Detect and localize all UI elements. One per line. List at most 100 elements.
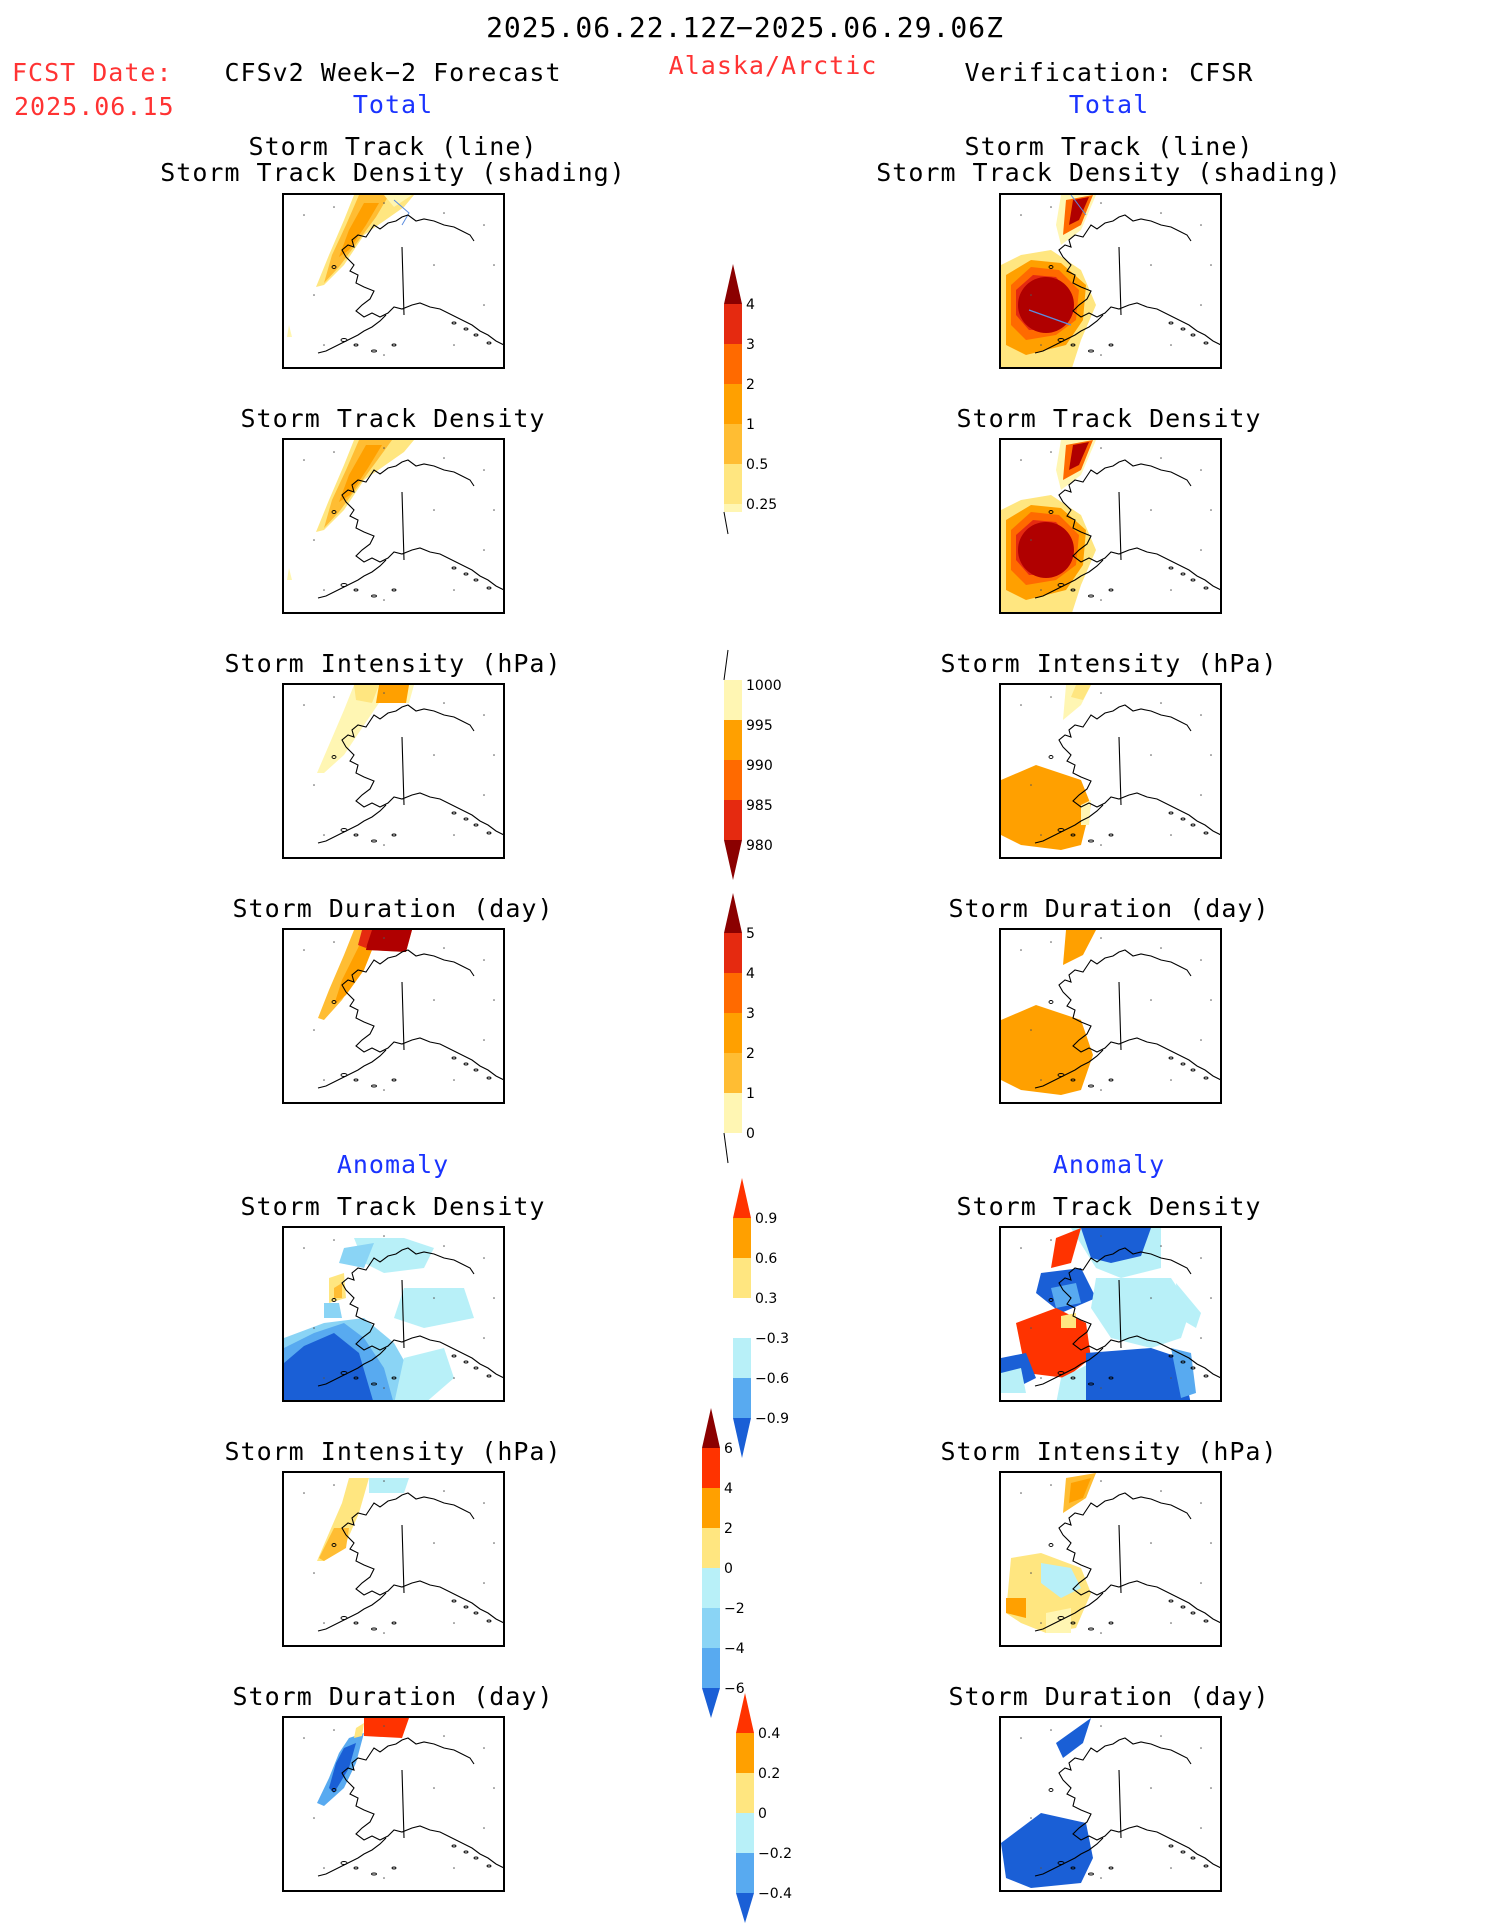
graticule-dot (303, 704, 305, 706)
colorbar-tick-label: 0.3 (755, 1291, 777, 1307)
graticule-dot (1170, 589, 1172, 591)
colorbar-svg: 6 4 2 0 −2 −4 −6 (702, 1408, 745, 1718)
alaska-coastline (303, 447, 503, 601)
graticule-dot (383, 599, 385, 601)
colorbar-tick-label: 2 (746, 1046, 755, 1062)
island-outline (1070, 1621, 1076, 1625)
alaska-coastline (303, 1235, 503, 1389)
graticule-dot (313, 1327, 315, 1329)
graticule-dot (1200, 1337, 1202, 1339)
panel-title-anom-intensity-right: Storm Intensity (hPa) (940, 1437, 1278, 1466)
island-outline (1088, 1382, 1094, 1386)
graticule-dot (303, 459, 305, 461)
graticule-dot (1160, 212, 1162, 214)
graticule-dot (493, 754, 495, 756)
graticule-dot (1100, 447, 1102, 449)
graticule-dot (1150, 754, 1152, 756)
graticule-dot (483, 549, 485, 551)
graticule-dot (1100, 844, 1102, 846)
coastline-path (317, 949, 503, 1089)
island-outline (1108, 1376, 1114, 1380)
graticule-dot (1040, 1867, 1042, 1869)
alaska-coastline (1020, 692, 1220, 846)
island-outline (391, 833, 397, 837)
graticule-dot (1200, 1502, 1202, 1504)
island-outline (473, 1366, 479, 1370)
colorbar-tick-label: 5 (746, 926, 755, 942)
graticule-dot (483, 714, 485, 716)
graticule-dot (443, 1490, 445, 1492)
island-outline (340, 338, 348, 342)
island-outline (1180, 572, 1186, 576)
graticule-dot (1020, 1737, 1022, 1739)
island-outline (1088, 839, 1094, 843)
island-outline (1190, 1068, 1196, 1072)
graticule-dot (1150, 1542, 1152, 1544)
island-outline (451, 1354, 457, 1358)
graticule-dot (433, 509, 435, 511)
colorbar-tick-label: 3 (746, 337, 755, 353)
panel-title-track-line-left: Storm Track (line) (248, 132, 538, 161)
panel-title-density-right: Storm Track Density (956, 404, 1262, 433)
island-outline (1048, 1000, 1054, 1004)
island-outline (331, 1298, 337, 1302)
alaska-coastline (303, 692, 503, 846)
graticule-dot (1100, 599, 1102, 601)
graticule-dot (1020, 459, 1022, 461)
graticule-dot (1170, 1377, 1172, 1379)
graticule-dot (383, 447, 385, 449)
colorbar-duration-anomaly: 0.4 0.2 0 −0.2 −0.4 (736, 1693, 826, 1927)
graticule-dot (483, 1039, 485, 1041)
colorbar-tick-label: 1 (746, 417, 755, 433)
colorbar-tick-label: −0.2 (758, 1846, 792, 1862)
graticule-dot (483, 794, 485, 796)
graticule-dot (303, 1247, 305, 1249)
coastline-path (317, 704, 503, 844)
colorbar-duration-total: 5 4 3 2 1 0 (723, 893, 804, 1177)
coastline-path (1034, 949, 1220, 1089)
colorbar-tick-label: 0.4 (758, 1726, 780, 1742)
island-outline (1048, 1788, 1054, 1792)
island-outline (486, 1076, 492, 1080)
graticule-dot (483, 1257, 485, 1259)
map-anom-duration-verification (999, 1716, 1222, 1892)
graticule-dot (1160, 457, 1162, 459)
graticule-dot (1200, 1257, 1202, 1259)
colorbar-svg: 0.4 0.2 0 −0.2 −0.4 (736, 1693, 792, 1923)
graticule-dot (1210, 1787, 1212, 1789)
colorbar-tick-label: −0.3 (755, 1331, 789, 1347)
graticule-dot (483, 1337, 485, 1339)
island-outline (371, 1627, 377, 1631)
island-outline (1203, 1374, 1209, 1378)
island-outline (1180, 1062, 1186, 1066)
graticule-dot (383, 1725, 385, 1727)
total-label-right: Total (1068, 90, 1150, 119)
colorbar-tick-label: −2 (724, 1601, 745, 1617)
alaska-coastline (303, 1725, 503, 1879)
graticule-dot (1160, 947, 1162, 949)
graticule-dot (1200, 1827, 1202, 1829)
colorbar-tick-label: 990 (746, 758, 773, 774)
colorbar-tick-label: 0.5 (746, 457, 768, 473)
graticule-dot (493, 509, 495, 511)
colorbar-tick-label: 0.9 (755, 1211, 777, 1227)
island-outline (1057, 828, 1065, 832)
graticule-dot (1100, 1480, 1102, 1482)
map-shading (1006, 1473, 1096, 1633)
colorbar-tick-label: 0.2 (758, 1766, 780, 1782)
island-outline (371, 349, 377, 353)
coastline-path (317, 214, 503, 354)
island-outline (371, 1382, 377, 1386)
island-outline (1048, 265, 1054, 269)
island-outline (486, 1374, 492, 1378)
graticule-dot (453, 834, 455, 836)
coastline-path (1034, 214, 1220, 354)
map-anom-density-verification (999, 1226, 1222, 1402)
island-outline (331, 510, 337, 514)
island-outline (1180, 1605, 1186, 1609)
panel-title-track-line-right: Storm Track (line) (964, 132, 1254, 161)
graticule-dot (383, 1480, 385, 1482)
graticule-dot (383, 937, 385, 939)
graticule-dot (1100, 1632, 1102, 1634)
island-outline (331, 265, 337, 269)
